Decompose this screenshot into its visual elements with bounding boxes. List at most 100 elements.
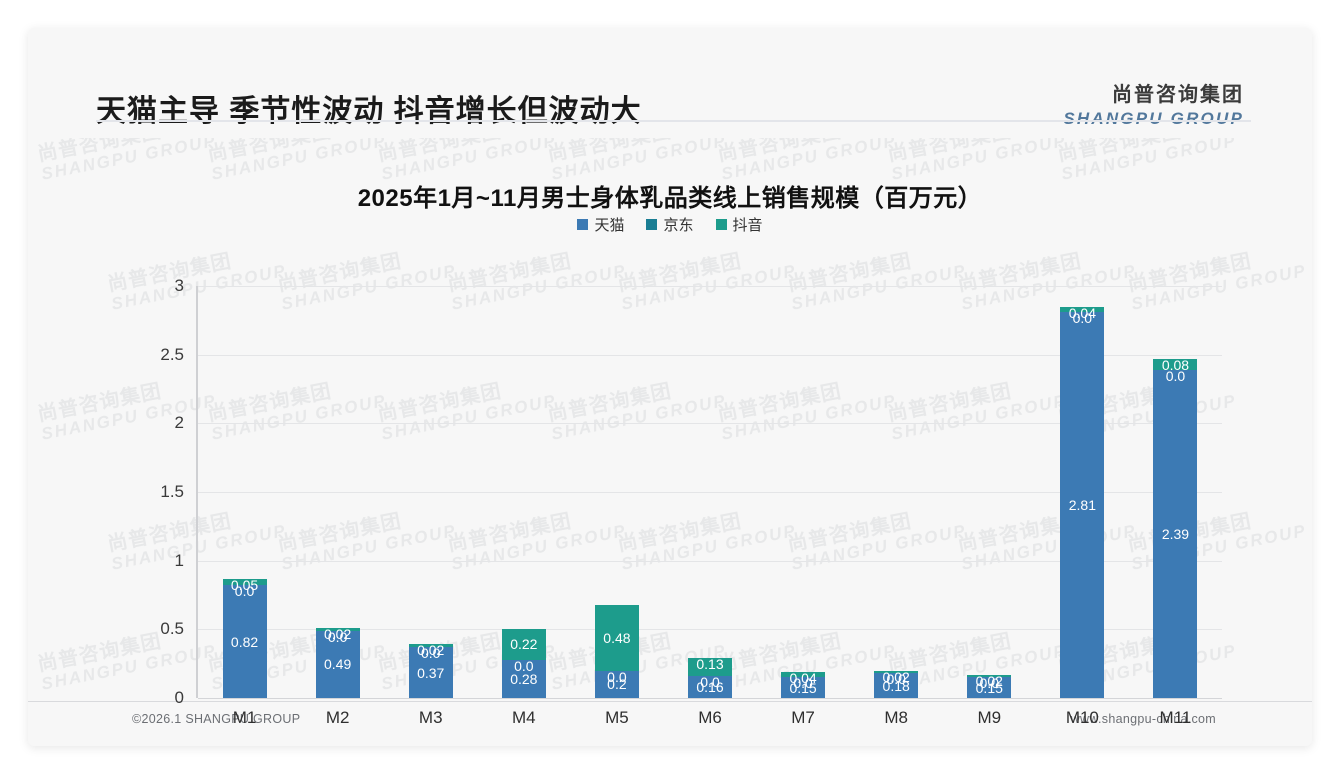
bar-group-M3[interactable]: 0.37 0.0 0.02	[408, 286, 453, 698]
bar-segment-天猫[interactable]: 0.37	[408, 647, 453, 698]
gridline	[198, 698, 1222, 699]
x-axis-tick-label: M5	[605, 708, 629, 727]
bar-value-label: 0.2	[607, 676, 627, 693]
bar-value-label: 0.16	[696, 679, 724, 696]
bar-value-label: 0.0	[793, 675, 813, 692]
bar-value-label: 0.08	[1161, 356, 1190, 373]
legend-label: 抖音	[732, 217, 763, 234]
gridline	[198, 286, 1222, 287]
bar-segment-抖音[interactable]: 0.02	[967, 674, 1012, 688]
legend-item-天猫[interactable]: 天猫	[577, 214, 624, 235]
y-axis-tick-label: 0.5	[160, 619, 184, 639]
legend-swatch-icon	[646, 219, 658, 230]
x-axis-tick-label: M6	[698, 708, 722, 727]
bar-segment-抖音[interactable]: 0.08	[1153, 356, 1198, 373]
bar-group-M4[interactable]: 0.28 0.0 0.22	[501, 286, 546, 698]
bar-group-M1[interactable]: 0.82 0.0 0.05	[222, 286, 267, 698]
bar-value-label: 0.49	[324, 656, 352, 673]
bar-value-label: 0.0	[327, 628, 348, 645]
bar-value-label: 0.04	[1068, 304, 1096, 321]
bar-value-label: 2.81	[1068, 497, 1096, 514]
header-divider	[96, 120, 1251, 122]
bar-value-label: 0.0	[1165, 367, 1186, 384]
x-axis-tick-label: M10	[1065, 708, 1099, 727]
bar-value-label: 0.48	[603, 629, 631, 646]
bar-segment-天猫[interactable]: 0.49	[315, 630, 360, 698]
y-axis-tick-label: 1.5	[160, 482, 184, 501]
bar-value-label: 2.39	[1161, 525, 1190, 542]
bar-value-label: 0.0	[607, 668, 627, 685]
footer-website: www.shangpu-china.com	[1070, 712, 1216, 726]
bar-segment-抖音[interactable]: 0.48	[594, 604, 639, 671]
bar-segment-抖音[interactable]: 0.02	[315, 627, 360, 641]
bar-segment-天猫[interactable]: 0.15	[967, 677, 1012, 698]
bar-segment-抖音[interactable]: 0.05	[222, 578, 267, 592]
bar-segment-天猫[interactable]: 2.81	[1060, 312, 1105, 698]
y-axis-tick-label: 2.5	[160, 344, 184, 364]
bar-value-label: 0.15	[975, 679, 1003, 696]
x-axis-tick-label: M11	[1159, 708, 1192, 727]
bar-segment-抖音[interactable]: 0.02	[874, 670, 919, 684]
bar-segment-天猫[interactable]: 0.18	[874, 673, 919, 698]
bar-value-label: 0.37	[417, 664, 445, 681]
bar-group-M6[interactable]: 0.16 0.0 0.13	[688, 286, 732, 698]
bar-value-label: 0.0	[420, 645, 441, 662]
bar-value-label: 0.02	[975, 672, 1003, 689]
bar-group-M2[interactable]: 0.49 0.0 0.02	[315, 286, 360, 698]
bar-group-M5[interactable]: 0.2 0.0 0.48	[594, 286, 639, 698]
gridline	[198, 492, 1222, 493]
gridline	[198, 629, 1222, 631]
bar-segment-抖音[interactable]: 0.02	[408, 643, 453, 657]
bar-value-label: 0.0	[886, 671, 906, 688]
x-axis-tick-label: M4	[512, 708, 536, 727]
bar-segment-抖音[interactable]: 0.04	[1060, 306, 1105, 320]
y-axis-tick-label: 0	[174, 688, 184, 707]
bar-segment-天猫[interactable]: 0.28	[501, 659, 546, 698]
bar-value-label: 0.82	[230, 633, 259, 650]
bar-segment-抖音[interactable]: 0.04	[781, 671, 826, 685]
bar-value-label: 0.13	[696, 656, 724, 673]
footer-divider	[28, 701, 1312, 702]
y-axis-tick-label: 2	[174, 413, 184, 433]
x-axis-tick-label: M7	[791, 708, 815, 727]
legend-item-京东[interactable]: 京东	[646, 214, 694, 235]
y-axis-line	[196, 286, 198, 698]
bar-segment-抖音[interactable]: 0.13	[688, 656, 732, 677]
company-logo: 尚普咨询集团 SHANGPU GROUP	[1063, 85, 1244, 127]
bar-segment-天猫[interactable]: 0.15	[781, 677, 826, 698]
bar-group-M9[interactable]: 0.15 0.0 0.02	[967, 286, 1012, 698]
bar-value-label: 0.18	[882, 677, 910, 694]
bar-group-M7[interactable]: 0.15 0.0 0.04	[781, 286, 826, 698]
x-axis-tick-label: M1	[232, 708, 257, 727]
gridline	[198, 423, 1222, 425]
legend-swatch-icon	[577, 219, 589, 230]
bar-value-label: 0.0	[1072, 310, 1093, 327]
bar-value-label: 0.02	[882, 668, 910, 685]
page-title: 天猫主导 季节性波动 抖音增长但波动大	[96, 95, 642, 128]
bar-value-label: 0.0	[700, 674, 720, 691]
chart-plot-area: 0 0.5 1 1.5 2 2.5 3 0.82 0.0 0.05 M1 0.49 0.0 0.02 M2 0…	[160, 276, 1222, 727]
bar-segment-抖音[interactable]: 0.22	[501, 629, 546, 660]
bar-group-M10[interactable]: 2.81 0.0 0.04	[1060, 286, 1105, 698]
bar-segment-天猫[interactable]: 2.39	[1153, 369, 1198, 698]
legend-item-抖音[interactable]: 抖音	[715, 214, 763, 235]
legend-swatch-icon	[715, 219, 727, 230]
bar-value-label: 0.02	[417, 642, 445, 659]
bar-group-M11[interactable]: 2.39 0.0 0.08	[1153, 286, 1198, 698]
bar-value-label: 0.28	[510, 670, 538, 687]
bar-group-M8[interactable]: 0.18 0.0 0.02	[874, 286, 919, 698]
slide-header: 天猫主导 季节性波动 抖音增长但波动大 尚普咨询集团 SHANGPU GROUP	[28, 28, 1312, 128]
logo-english-text: SHANGPU GROUP	[1063, 109, 1244, 128]
legend-label: 天猫	[594, 217, 625, 234]
bar-segment-天猫[interactable]: 0.82	[222, 585, 267, 698]
x-axis-tick-label: M2	[325, 708, 350, 727]
bar-segment-天猫[interactable]: 0.16	[688, 676, 732, 698]
bar-segment-天猫[interactable]: 0.2	[594, 670, 639, 698]
bar-value-label: 0.0	[514, 657, 534, 674]
gridline	[198, 560, 1222, 562]
